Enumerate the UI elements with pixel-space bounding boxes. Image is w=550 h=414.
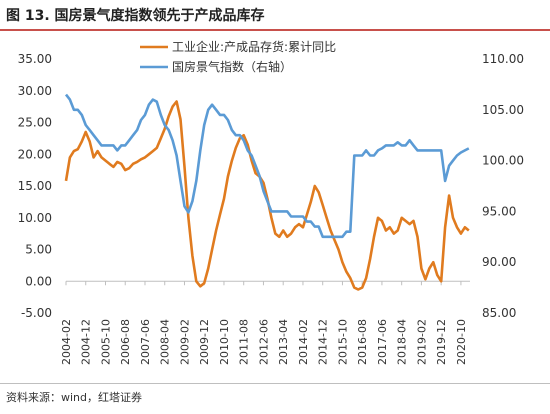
housing-index-line <box>64 93 470 239</box>
x-axis-tick-label: 2018-04 <box>396 319 409 365</box>
right-axis-tick-label: 90.00 <box>482 255 516 269</box>
legend-label-inventory: 工业企业:产成品存货:累计同比 <box>172 39 336 54</box>
x-axis-tick-label: 2014-12 <box>317 319 330 365</box>
line-chart: 35.00 30.00 25.00 20.00 15.00 10.00 5.00 0.00 -5… <box>18 39 524 365</box>
left-axis-tick-label: 25.00 <box>18 116 52 130</box>
source-note: 资料来源：wind，红塔证券 <box>6 391 143 404</box>
left-axis-tick-label: 5.00 <box>25 243 52 257</box>
title-rule <box>0 29 550 31</box>
left-axis-tick-label: 20.00 <box>18 147 52 161</box>
x-axis-tick-label: 2011-08 <box>238 319 251 365</box>
x-axis-tick-label: 2008-04 <box>159 319 172 365</box>
x-axis-tick-label: 2009-02 <box>178 319 191 365</box>
x-axis-tick-label: 2007-06 <box>139 319 152 365</box>
legend-label-index: 国房景气指数（右轴） <box>172 59 292 74</box>
left-axis-tick-label: 0.00 <box>25 274 52 288</box>
right-axis-tick-label: 100.00 <box>482 154 524 168</box>
x-axis-tick-label: 2009-12 <box>198 319 211 365</box>
figure-title: 图 13. 国房景气度指数领先于产成品库存 <box>6 8 265 24</box>
x-axis-tick-label: 2019-02 <box>415 319 428 365</box>
x-axis-tick-label: 2014-02 <box>297 319 310 365</box>
x-axis-tick-label: 2020-10 <box>455 319 468 365</box>
inventory-yoy-line <box>64 100 470 291</box>
x-axis-tick-label: 2005-10 <box>99 319 112 365</box>
x-axis-tick-label: 2013-04 <box>277 319 290 365</box>
left-axis-tick-label: -5.00 <box>21 306 52 320</box>
x-axis-tick-label: 2017-06 <box>376 319 389 365</box>
x-axis-tick-label: 2006-08 <box>119 319 132 365</box>
left-axis-tick-label: 30.00 <box>18 84 52 98</box>
x-axis-tick-label: 2019-12 <box>435 319 448 365</box>
left-axis-tick-label: 35.00 <box>18 52 52 66</box>
x-axis-tick-label: 2004-12 <box>80 319 93 365</box>
source-rule <box>0 383 550 384</box>
left-axis-tick-label: 10.00 <box>18 211 52 225</box>
right-axis-tick-label: 85.00 <box>482 306 516 320</box>
left-axis-tick-label: 15.00 <box>18 179 52 193</box>
right-axis-tick-label: 110.00 <box>482 52 524 66</box>
right-axis-tick-label: 105.00 <box>482 103 524 117</box>
right-axis-tick-label: 95.00 <box>482 204 516 218</box>
x-axis-tick-label: 2010-10 <box>218 319 231 365</box>
x-axis-tick-label: 2004-02 <box>60 319 73 365</box>
x-axis-tick-label: 2016-08 <box>356 319 369 365</box>
x-axis-tick-label: 2012-06 <box>257 319 270 365</box>
title-bar: 图 13. 国房景气度指数领先于产成品库存 <box>0 0 550 28</box>
x-axis-tick-label: 2015-10 <box>336 319 349 365</box>
